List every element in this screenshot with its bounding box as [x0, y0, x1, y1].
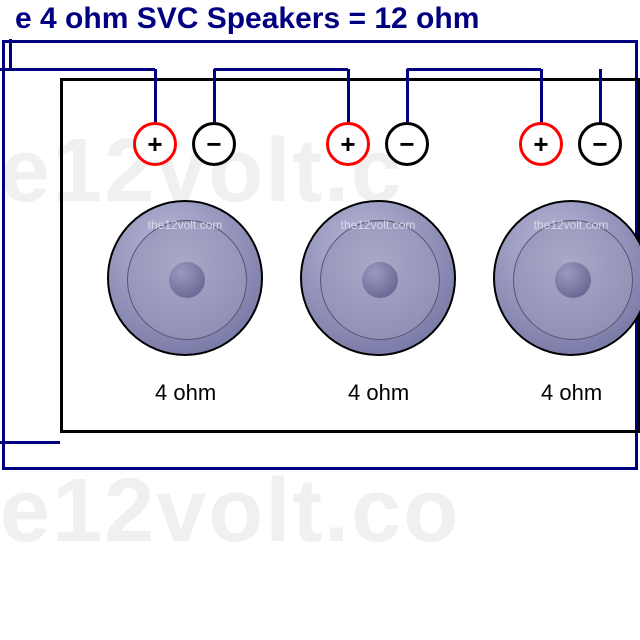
speaker-dustcap-1	[169, 262, 205, 298]
impedance-label-3: 4 ohm	[541, 380, 602, 406]
terminal-pos-2: +	[326, 122, 370, 166]
speaker-dustcap-2	[362, 262, 398, 298]
impedance-label-2: 4 ohm	[348, 380, 409, 406]
terminal-pos-1: +	[133, 122, 177, 166]
wire-series-0-across	[214, 68, 348, 71]
diagram-title: e 4 ohm SVC Speakers = 12 ohm	[15, 2, 479, 36]
wire-series-1-down-pos	[540, 69, 543, 122]
watermark-1: e12volt.co	[0, 460, 460, 563]
wire-series-1-across	[407, 68, 541, 71]
wiring-diagram: e12volt.ce12volt.coe 4 ohm SVC Speakers …	[0, 0, 640, 640]
terminal-neg-3: −	[578, 122, 622, 166]
terminal-pos-3: +	[519, 122, 563, 166]
speaker-brand-1: the12volt.com	[109, 218, 261, 232]
speaker-1: the12volt.com	[107, 200, 263, 356]
wire-series-1-up-neg	[406, 69, 409, 122]
speaker-brand-3: the12volt.com	[495, 218, 640, 232]
wire-series-0-up-neg	[213, 69, 216, 122]
speaker-dustcap-3	[555, 262, 591, 298]
wire-pos-1-left	[10, 68, 155, 71]
wire-neg-last-up	[599, 69, 602, 122]
impedance-label-1: 4 ohm	[155, 380, 216, 406]
wire-neg-amp-into-box	[10, 441, 60, 444]
wire-pos-amp-stub	[9, 39, 12, 69]
speaker-2: the12volt.com	[300, 200, 456, 356]
wire-neg-amp-out	[0, 441, 10, 444]
wire-series-0-down-pos	[347, 69, 350, 122]
wire-pos-amp-out	[0, 68, 10, 71]
wire-pos-1-up	[154, 69, 157, 122]
speaker-3: the12volt.com	[493, 200, 640, 356]
terminal-neg-1: −	[192, 122, 236, 166]
terminal-neg-2: −	[385, 122, 429, 166]
speaker-brand-2: the12volt.com	[302, 218, 454, 232]
